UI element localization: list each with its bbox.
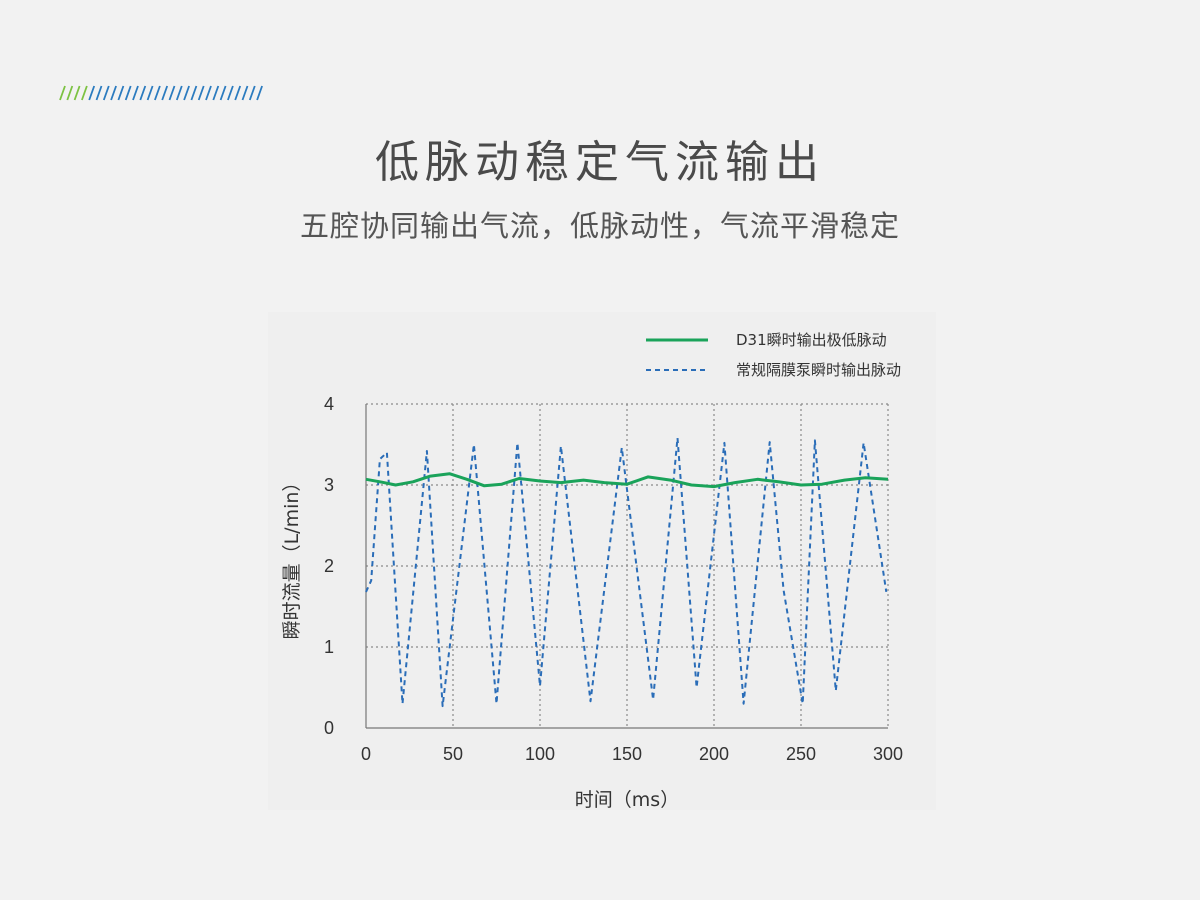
stripe-mark <box>227 85 234 101</box>
legend: D31瞬时输出极低脉动 常规隔膜泵瞬时输出脉动 <box>646 331 901 379</box>
stripe-mark <box>102 85 110 101</box>
series-line-d31 <box>365 472 889 489</box>
page-title: 低脉动稳定气流输出 <box>375 137 825 188</box>
legend-label-green: D31瞬时输出极低脉动 <box>736 331 887 349</box>
x-axis-label: 时间（ms） <box>575 789 679 810</box>
series-line-diaphragm-pump <box>365 437 888 708</box>
y-tick-label: 3 <box>324 475 334 495</box>
y-tick-label: 2 <box>324 556 334 576</box>
stripe-mark <box>219 85 227 101</box>
stripe-mark <box>161 85 169 101</box>
x-tick-label: 50 <box>443 744 463 764</box>
x-tick-label: 150 <box>612 744 642 764</box>
legend-label-blue: 常规隔膜泵瞬时输出脉动 <box>736 361 901 379</box>
stripe-mark <box>154 85 161 101</box>
stripe-mark <box>88 85 96 101</box>
stripe-mark <box>248 85 256 101</box>
x-tick-label: 0 <box>361 744 371 764</box>
decorative-stripes <box>59 85 263 101</box>
chart-panel: 0 1 2 3 4 0 50 100 150 200 250 300 时间（ms） 瞬时流量（L/mi… <box>268 312 936 810</box>
stripe-mark <box>81 85 88 101</box>
stripe-mark <box>146 85 154 101</box>
tick-labels: 0 1 2 3 4 0 50 100 150 200 250 300 <box>324 394 903 764</box>
y-tick-label: 4 <box>324 394 334 414</box>
stripe-mark <box>132 85 139 101</box>
stripe-mark <box>95 85 103 101</box>
x-tick-label: 250 <box>786 744 816 764</box>
stripe-mark <box>168 85 176 101</box>
x-tick-label: 300 <box>873 744 903 764</box>
series-layer <box>365 437 889 708</box>
stripe-mark <box>139 85 147 101</box>
stripe-mark <box>183 85 190 101</box>
y-tick-label: 1 <box>324 637 334 657</box>
stripe-mark <box>117 85 125 101</box>
x-tick-label: 100 <box>525 744 555 764</box>
stripe-mark <box>212 85 220 101</box>
stripe-mark <box>256 85 263 101</box>
flow-chart: 0 1 2 3 4 0 50 100 150 200 250 300 时间（ms） 瞬时流量（L/mi… <box>281 331 903 810</box>
stripe-mark <box>197 85 205 101</box>
page-subtitle: 五腔协同输出气流，低脉动性，气流平滑稳定 <box>299 209 900 243</box>
y-tick-label: 0 <box>324 718 334 738</box>
stripe-mark <box>73 85 81 101</box>
stripe-mark <box>241 85 249 101</box>
axes <box>365 404 888 729</box>
stripe-mark <box>124 85 132 101</box>
stripe-mark <box>110 85 117 101</box>
x-tick-label: 200 <box>699 744 729 764</box>
stripe-mark <box>66 85 74 101</box>
stripe-mark <box>234 85 242 101</box>
stripe-mark <box>59 85 66 101</box>
stripe-mark <box>175 85 183 101</box>
y-axis-label: 瞬时流量（L/min） <box>281 473 303 640</box>
stripe-mark <box>190 85 198 101</box>
stripe-mark <box>205 85 212 101</box>
